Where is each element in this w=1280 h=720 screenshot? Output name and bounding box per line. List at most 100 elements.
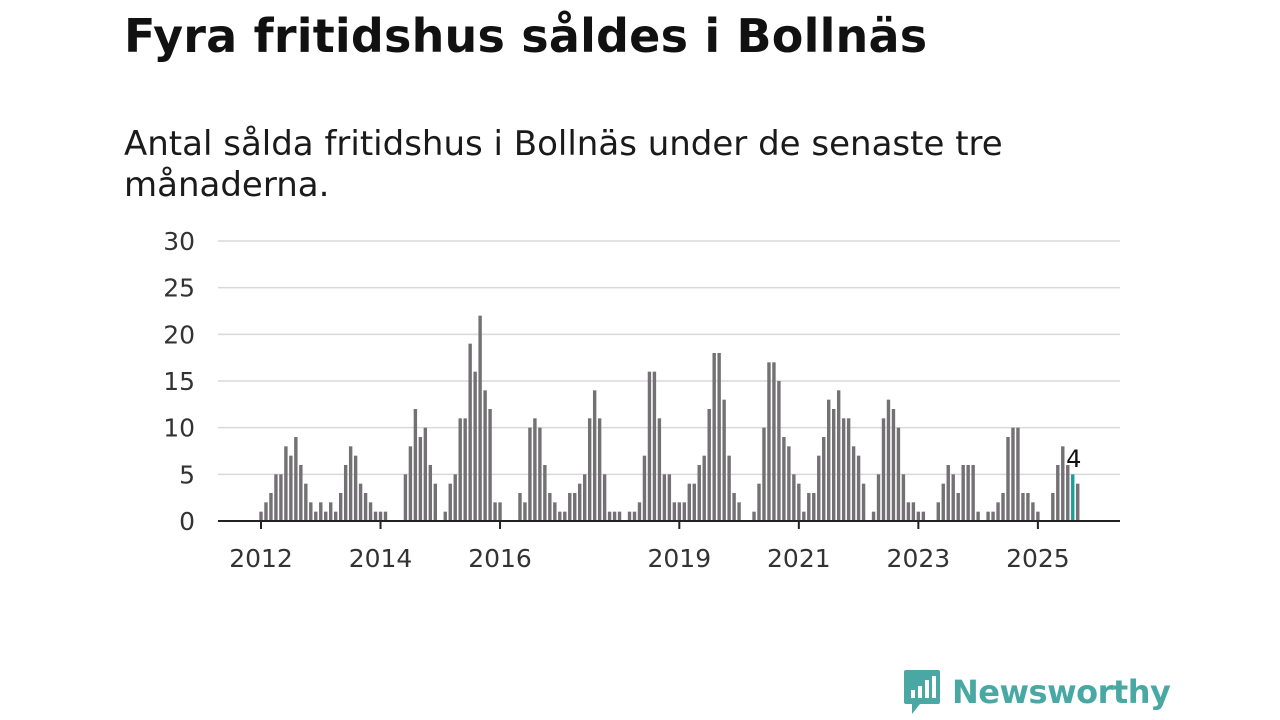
bar [269, 493, 273, 521]
bar [1036, 511, 1040, 521]
bar [1056, 465, 1060, 521]
bar [498, 502, 502, 521]
bar [314, 511, 318, 521]
bar [921, 511, 926, 521]
bar [632, 511, 637, 521]
bar [612, 511, 617, 521]
bar [573, 493, 577, 521]
bar [861, 483, 866, 521]
bar [353, 455, 358, 521]
bar [682, 502, 686, 521]
bar [812, 493, 816, 521]
bar [1051, 493, 1055, 521]
bar [692, 483, 696, 521]
bar [836, 390, 841, 521]
bar [558, 511, 562, 521]
bar [528, 427, 532, 521]
bar [488, 409, 492, 521]
bar [458, 418, 462, 521]
bar [403, 474, 408, 521]
bar [901, 474, 906, 521]
bar [483, 390, 487, 521]
x-tick-label: 2012 [229, 544, 293, 573]
bar [418, 437, 423, 521]
bar [443, 511, 447, 521]
x-tick-label: 2021 [767, 544, 831, 573]
bar [1001, 493, 1005, 521]
bar [607, 511, 612, 521]
bar [851, 446, 856, 521]
bar [383, 511, 388, 521]
bar [827, 399, 831, 521]
x-tick-label: 2019 [648, 544, 712, 573]
bar [657, 418, 662, 521]
bar [911, 502, 916, 521]
bar [941, 483, 945, 521]
bar [423, 427, 428, 521]
bar [886, 399, 891, 521]
bar [583, 474, 587, 521]
bar [473, 371, 477, 521]
bar [1016, 427, 1020, 521]
bar [881, 418, 886, 521]
bar [568, 493, 572, 521]
bar [777, 381, 781, 521]
bar [986, 511, 990, 521]
newsworthy-logo: Newsworthy [902, 668, 1171, 716]
bar [822, 437, 826, 521]
chart-bars [259, 315, 1080, 521]
bar [1031, 502, 1035, 521]
brand-name: Newsworthy [952, 673, 1171, 711]
y-tick-label: 5 [179, 460, 195, 489]
bar [956, 493, 960, 521]
bar [996, 502, 1000, 521]
bar [652, 371, 657, 521]
bar [732, 493, 736, 521]
chart-grid [218, 240, 1120, 476]
bar [597, 418, 602, 521]
x-tick-label: 2023 [887, 544, 951, 573]
bar [871, 511, 876, 521]
y-tick-label: 30 [163, 227, 195, 256]
bar [782, 437, 786, 521]
bar [448, 483, 452, 521]
bar [294, 437, 298, 521]
bar [966, 465, 970, 521]
bar [647, 371, 652, 521]
x-axis: 2012 2014 2016 2019 2021 2023 2025 [218, 520, 1120, 573]
bar [592, 390, 597, 521]
bar [338, 493, 343, 521]
y-tick-label: 10 [163, 414, 195, 443]
bar [413, 409, 418, 521]
bar [946, 465, 950, 521]
bar [493, 502, 497, 521]
y-tick-label: 20 [163, 320, 195, 349]
bar [717, 353, 721, 521]
bar [1006, 437, 1010, 521]
y-axis-ticks: 0 5 10 15 20 25 30 [163, 227, 195, 536]
bar [348, 446, 353, 521]
bar [408, 446, 413, 521]
bar [1066, 465, 1070, 521]
bar [722, 399, 726, 521]
bar [433, 483, 437, 521]
bar [319, 502, 323, 521]
bar [548, 493, 552, 521]
bar [289, 455, 293, 521]
bar [478, 315, 482, 521]
bar [797, 483, 801, 521]
y-tick-label: 15 [163, 367, 195, 396]
bar [334, 511, 338, 521]
bar [428, 465, 433, 521]
bar [991, 511, 995, 521]
bar [707, 409, 711, 521]
bar [1021, 493, 1025, 521]
bar [891, 409, 896, 521]
bar [757, 483, 761, 521]
highlight-value-label: 4 [1066, 445, 1081, 473]
bar [324, 511, 328, 521]
chart-annotation: 4 [1066, 445, 1081, 473]
bar [463, 418, 467, 521]
bar [627, 511, 632, 521]
bar [373, 511, 378, 521]
